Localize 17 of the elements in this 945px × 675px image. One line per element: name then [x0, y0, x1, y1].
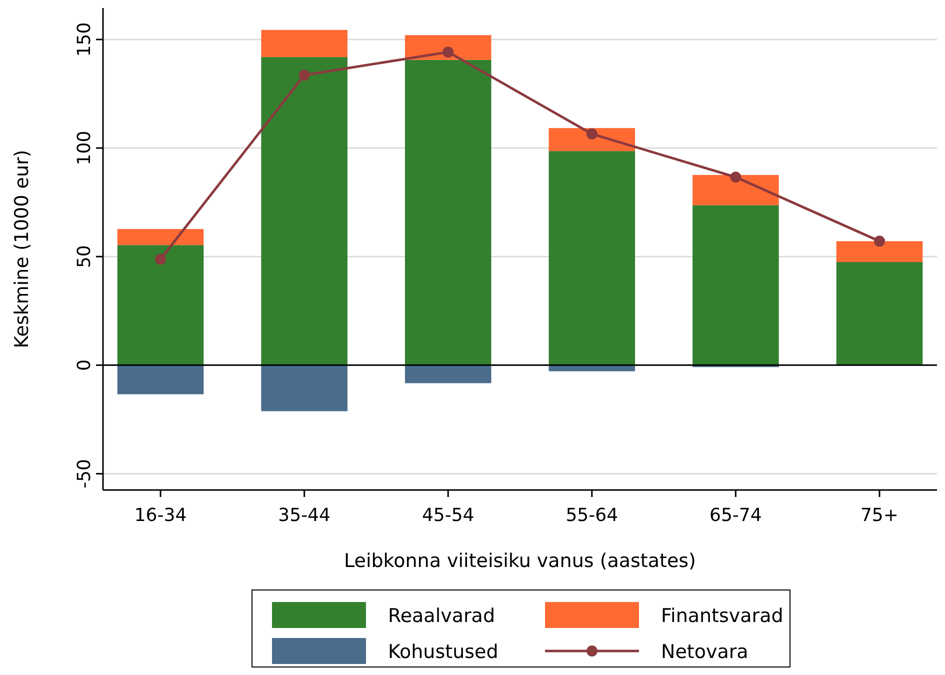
y-tick-label: 100	[74, 130, 95, 166]
x-tick-label: 16-34	[134, 505, 187, 526]
x-tick-label: 75+	[860, 505, 898, 526]
y-axis-title: Keskmine (1000 eur)	[11, 150, 33, 348]
x-tick-label: 55-64	[566, 505, 618, 526]
x-tick-label: 65-74	[710, 505, 762, 526]
legend-label: Netovara	[661, 641, 748, 663]
legend-label: Kohustused	[388, 641, 498, 663]
y-tick-label: 150	[74, 22, 95, 57]
legend-label: Finantsvarad	[661, 605, 784, 627]
y-tick-label: 50	[74, 245, 95, 268]
legend-label: Reaalvarad	[388, 605, 496, 627]
x-tick-label: 35-44	[278, 505, 330, 526]
y-tick-label: 0	[74, 359, 95, 371]
y-tick-label: -50	[74, 459, 95, 488]
x-axis-title: Leibkonna viiteisiku vanus (aastates)	[344, 550, 696, 572]
x-tick-label: 45-54	[422, 505, 474, 526]
